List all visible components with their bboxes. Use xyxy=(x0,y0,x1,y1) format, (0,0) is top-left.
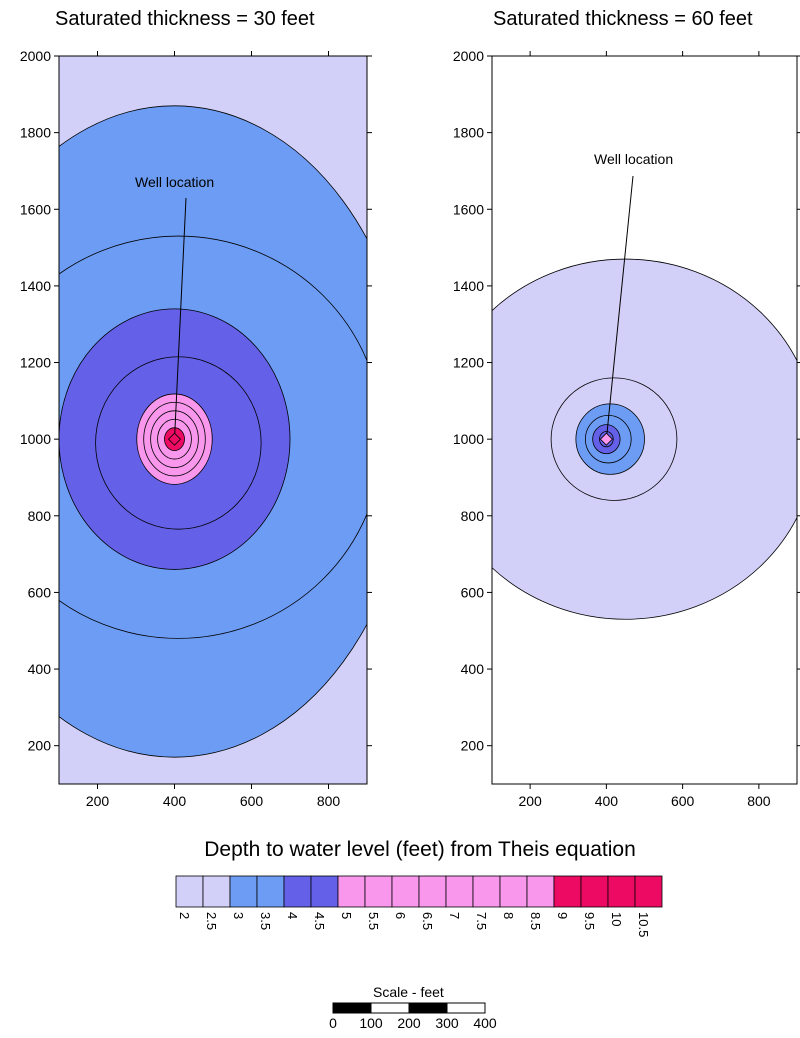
x-tick-label: 400 xyxy=(595,793,619,809)
legend-title: Depth to water level (feet) from Theis e… xyxy=(204,838,636,861)
y-tick-label: 1800 xyxy=(453,125,484,141)
y-tick-label: 800 xyxy=(28,508,52,524)
well-location-label: Well location xyxy=(135,174,214,190)
scale-label: 400 xyxy=(473,1015,497,1031)
legend-swatch xyxy=(499,875,528,908)
legend-label: 8 xyxy=(501,912,516,919)
legend-label: 3 xyxy=(231,912,246,919)
plot-frame xyxy=(491,55,798,785)
legend-label: 7.5 xyxy=(474,912,489,930)
y-tick-label: 1000 xyxy=(20,431,51,447)
scale-label: 100 xyxy=(359,1015,383,1031)
legend-swatch xyxy=(418,875,447,908)
legend-label: 4.5 xyxy=(312,912,327,930)
panel-2-title: Saturated thickness = 60 feet xyxy=(493,8,753,30)
scale-segment xyxy=(408,1002,448,1014)
scale-label: 0 xyxy=(329,1015,337,1031)
legend-label: 9.5 xyxy=(582,912,597,930)
legend-swatch xyxy=(256,875,285,908)
y-tick-label: 400 xyxy=(28,661,52,677)
y-tick-label: 2000 xyxy=(453,48,484,64)
well-leader-line xyxy=(605,175,634,440)
legend-swatch xyxy=(553,875,582,908)
legend-swatch xyxy=(526,875,555,908)
legend-swatch xyxy=(634,875,663,908)
legend-label: 4 xyxy=(285,912,300,919)
legend-swatch xyxy=(364,875,393,908)
y-tick-label: 200 xyxy=(28,738,52,754)
legend-swatch xyxy=(283,875,312,908)
scale-bar: 0 100 200 300 400 xyxy=(329,1002,497,1031)
legend-label: 10 xyxy=(609,912,624,926)
contour-plot-30ft: 200 400 600 800 1000 1200 1400 1600 1800 2000 200 4… xyxy=(20,48,372,809)
y-tick-label: 2000 xyxy=(20,48,51,64)
x-tick-label: 600 xyxy=(240,793,264,809)
y-tick-label: 1200 xyxy=(20,355,51,371)
well-marker xyxy=(167,432,182,446)
legend-label: 5 xyxy=(339,912,354,919)
legend-label: 3.5 xyxy=(258,912,273,930)
legend-swatch xyxy=(229,875,258,908)
x-tick-label: 200 xyxy=(518,793,542,809)
x-tick-label: 200 xyxy=(86,793,110,809)
legend-swatch xyxy=(202,875,231,908)
scale-segment xyxy=(446,1002,486,1014)
legend-label: 7 xyxy=(447,912,462,919)
legend-label: 2.5 xyxy=(204,912,219,930)
legend-label: 6.5 xyxy=(420,912,435,930)
legend-label: 10.5 xyxy=(636,912,651,937)
y-tick-label: 200 xyxy=(461,738,485,754)
y-tick-label: 1400 xyxy=(453,278,484,294)
scale-label: 200 xyxy=(397,1015,421,1031)
scale-title: Scale - feet xyxy=(373,984,444,1000)
legend-swatch xyxy=(391,875,420,908)
scale-segment xyxy=(370,1002,410,1014)
y-tick-label: 1000 xyxy=(453,431,484,447)
legend-label: 6 xyxy=(393,912,408,919)
y-tick-label: 600 xyxy=(461,584,485,600)
contour-plot-60ft: 200 400 600 800 1000 1200 1400 1600 1800 2000 200 4… xyxy=(453,48,800,809)
plot-frame xyxy=(58,55,368,785)
y-tick-label: 1600 xyxy=(20,201,51,217)
legend-label: 5.5 xyxy=(366,912,381,930)
legend-swatch xyxy=(472,875,501,908)
legend-swatch xyxy=(337,875,366,908)
scale-label: 300 xyxy=(435,1015,459,1031)
well-marker xyxy=(599,432,613,446)
well-location-label: Well location xyxy=(594,151,673,167)
legend-label: 9 xyxy=(555,912,570,919)
legend-swatch xyxy=(580,875,609,908)
scale-segment xyxy=(332,1002,372,1014)
legend-swatch xyxy=(310,875,339,908)
y-tick-label: 400 xyxy=(461,661,485,677)
y-tick-label: 1400 xyxy=(20,278,51,294)
legend-label: 8.5 xyxy=(528,912,543,930)
x-tick-label: 600 xyxy=(671,793,695,809)
legend-label: 2 xyxy=(177,912,192,919)
x-tick-label: 400 xyxy=(163,793,187,809)
panel-1-title: Saturated thickness = 30 feet xyxy=(55,8,315,30)
x-tick-label: 800 xyxy=(317,793,341,809)
x-tick-label: 800 xyxy=(747,793,771,809)
legend-swatch xyxy=(607,875,636,908)
y-tick-label: 1600 xyxy=(453,201,484,217)
y-tick-label: 1800 xyxy=(20,125,51,141)
y-tick-label: 800 xyxy=(461,508,485,524)
y-tick-label: 1200 xyxy=(453,355,484,371)
well-leader-line xyxy=(174,197,187,440)
legend-swatch xyxy=(175,875,204,908)
legend-swatch xyxy=(445,875,474,908)
y-tick-label: 600 xyxy=(28,584,52,600)
color-legend: 2 2.5 3 3.5 4 4.5 5 5.5 6 6.5 7 7.5 8 8.5 9 9.5 10 10.5 xyxy=(175,875,663,937)
